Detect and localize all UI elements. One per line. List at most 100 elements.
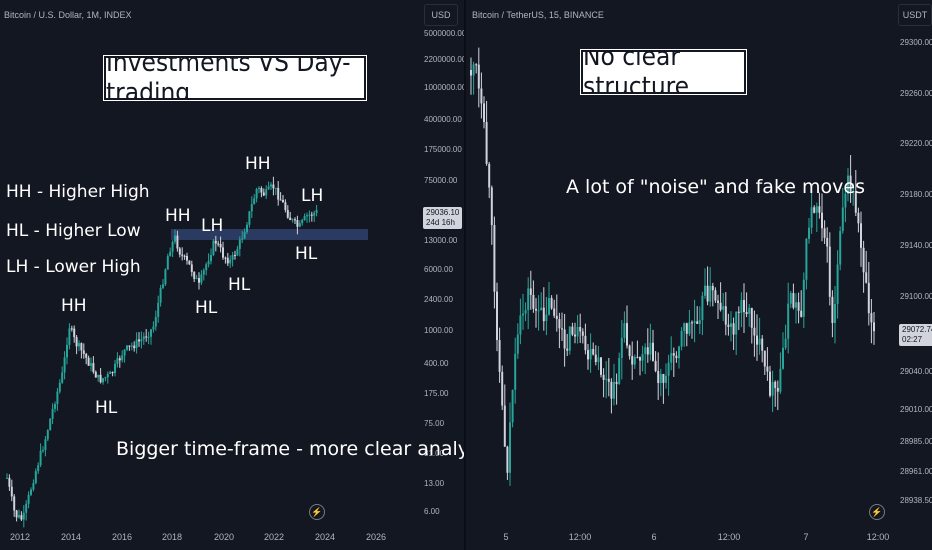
candle-body — [475, 64, 478, 66]
left-scale-button[interactable]: USD — [424, 4, 458, 26]
candle-body — [610, 381, 613, 399]
right-y-tick: 28938.50 — [900, 496, 932, 505]
left-x-tick: 2022 — [263, 532, 285, 542]
candle-body — [797, 302, 800, 311]
candle-body — [18, 515, 20, 518]
candle-body — [176, 235, 179, 249]
candle-body — [255, 189, 258, 199]
candle-body — [25, 503, 28, 513]
candle-body — [724, 306, 727, 325]
pane-divider[interactable] — [464, 0, 467, 550]
candle-body — [68, 328, 71, 345]
label-hl-2015: HL — [95, 398, 118, 418]
candle-body — [498, 340, 501, 372]
candle-body — [823, 228, 826, 238]
candle-body — [159, 287, 162, 303]
candle-body — [581, 331, 584, 336]
candle-body — [789, 293, 792, 304]
candle-body — [42, 450, 44, 452]
candle-body — [30, 489, 32, 495]
candle-body — [493, 225, 496, 292]
candle-body — [186, 255, 188, 261]
candle-body — [73, 328, 76, 338]
candle-body — [472, 64, 475, 76]
candle-body — [831, 296, 834, 323]
right-x-tick: 12:00 — [866, 532, 890, 542]
candle-body — [698, 319, 701, 324]
candle-body — [828, 246, 831, 297]
candle-body — [628, 345, 631, 357]
candle-body — [597, 357, 600, 363]
label-hh-2013: HH — [61, 296, 87, 316]
left-y-tick: 5000000.00 — [424, 29, 467, 38]
candle-body — [488, 163, 491, 188]
candle-body — [839, 231, 842, 265]
candle-body — [756, 335, 758, 345]
candle-body — [181, 254, 184, 256]
candle-body — [238, 239, 241, 249]
candle-body — [58, 382, 61, 392]
candle-body — [802, 279, 805, 317]
candle-body — [61, 372, 64, 383]
left-x-tick: 2026 — [365, 532, 387, 542]
candle-body — [70, 328, 73, 330]
candle-body — [128, 345, 131, 347]
candle-body — [22, 512, 25, 520]
left-y-tick: 2200000.00 — [424, 55, 467, 64]
candle-body — [121, 355, 124, 361]
candle-body — [667, 362, 670, 376]
candle-body — [310, 214, 313, 216]
candle-body — [166, 256, 169, 270]
candle-body — [485, 121, 488, 164]
right-bar-countdown: 02:27 — [902, 335, 923, 344]
right-y-tick: 29140.00 — [900, 241, 932, 250]
left-x-tick: 2014 — [60, 532, 82, 542]
candle-body — [753, 327, 756, 336]
candle-body — [248, 211, 251, 225]
candle-body — [231, 255, 234, 260]
candle-body — [626, 323, 628, 346]
left-last-price: 29036.10 — [426, 208, 460, 217]
left-chart-pane[interactable]: Bitcoin / U.S. Dollar, 1M, INDEX USD 500… — [0, 0, 494, 550]
candle-body — [114, 363, 116, 374]
candle-body — [571, 326, 574, 335]
candle-body — [514, 353, 517, 390]
right-chart-pane[interactable]: Bitcoin / TetherUS, 15, BINANCE USDT 293… — [466, 0, 932, 550]
left-y-tick: 2400.00 — [424, 295, 453, 304]
left-x-tick: 2020 — [213, 532, 235, 542]
candle-body — [665, 375, 667, 383]
candle-body — [262, 192, 265, 196]
candle-body — [524, 310, 527, 314]
candle-body — [15, 510, 18, 518]
candle-body — [27, 494, 30, 504]
candle-body — [649, 342, 652, 355]
candle-body — [662, 373, 665, 383]
lightning-icon[interactable]: ⚡ — [309, 504, 325, 520]
candle-body — [576, 326, 579, 337]
candle-body — [49, 418, 52, 431]
left-y-tick: 1000000.00 — [424, 83, 467, 92]
candle-body — [219, 243, 222, 248]
candle-body — [183, 255, 186, 257]
candle-body — [795, 302, 797, 308]
candle-body — [672, 353, 675, 356]
candle-body — [250, 204, 253, 212]
candle-body — [51, 408, 54, 419]
candle-body — [633, 356, 636, 365]
label-hl-2023: HL — [295, 244, 318, 264]
candle-body — [867, 282, 870, 314]
left-x-tick: 2018 — [161, 532, 183, 542]
candle-body — [243, 232, 246, 239]
right-y-tick: 28961.00 — [900, 467, 932, 476]
candle-body — [274, 187, 277, 189]
right-scale-button[interactable]: USDT — [898, 4, 932, 26]
left-chart-canvas[interactable] — [0, 0, 466, 550]
candle-body — [555, 315, 558, 320]
lightning-icon[interactable]: ⚡ — [869, 504, 885, 520]
candle-body — [620, 337, 623, 358]
candle-body — [657, 370, 660, 384]
left-title-box: Investments VS Day-trading — [103, 48, 367, 108]
right-chart-canvas[interactable] — [466, 0, 932, 550]
candle-body — [763, 350, 766, 367]
candle-body — [774, 381, 777, 388]
